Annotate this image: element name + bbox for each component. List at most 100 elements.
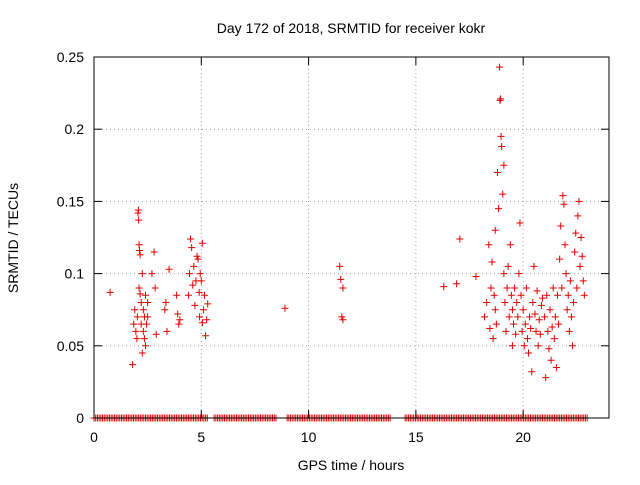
data-point [184,291,192,299]
data-point [576,262,584,270]
y-axis-label: SRMTID / TECUs [5,183,21,293]
data-point [190,262,198,270]
data-point [162,298,170,306]
data-point [502,327,510,335]
data-point [135,284,143,292]
data-point [144,313,152,321]
data-point [161,306,169,314]
y-tick-label: 0 [76,410,84,426]
data-point [515,270,523,278]
data-point [534,342,542,350]
data-point [173,291,181,299]
data-point [507,291,515,299]
data-point [144,298,152,306]
data-point [567,313,575,321]
data-point [130,320,138,328]
data-points [90,63,591,422]
data-point [530,262,538,270]
data-point [197,277,205,285]
data-point [496,63,504,71]
data-point [520,342,528,350]
data-point [136,251,144,259]
data-point [483,298,491,306]
data-point [521,320,529,328]
data-point [516,219,524,227]
data-point [577,234,585,241]
x-tick-label: 5 [197,429,205,445]
data-point [529,298,537,306]
data-point [129,361,137,369]
data-point [489,335,497,343]
data-point [528,368,536,376]
data-point [566,277,574,285]
data-point [189,281,197,289]
data-point [486,324,494,332]
data-point [194,255,202,263]
data-point [497,95,505,103]
data-point [440,283,448,291]
plot-frame [93,56,610,419]
data-point [498,143,506,151]
data-point [196,313,204,321]
data-point [514,313,522,321]
data-point [533,287,541,295]
data-point [510,320,518,328]
data-point [555,320,563,328]
data-point [536,330,544,338]
data-point [550,335,558,343]
data-point [142,291,149,299]
data-point [195,288,203,296]
data-point [163,327,171,335]
x-tick-label: 20 [515,429,531,445]
data-point [500,161,508,169]
data-point [508,306,516,314]
data-point [511,284,519,292]
data-point [134,206,142,214]
data-point [549,284,557,292]
data-point [176,316,184,324]
data-point [525,349,533,357]
data-point [535,316,543,324]
data-point [537,301,545,309]
data-point [492,320,500,328]
data-point [140,335,148,343]
data-point [523,335,531,343]
data-point [554,291,561,299]
data-point [106,288,114,296]
data-point [532,327,540,335]
data-point [544,327,552,335]
data-point [336,262,344,270]
data-point [281,304,289,312]
data-point [453,280,461,288]
data-point [494,205,502,213]
data-point [561,241,569,249]
data-point [150,248,158,256]
data-point [551,313,559,321]
data-point [187,235,195,243]
chart-title: Day 172 of 2018, SRMTID for receiver kok… [217,20,486,36]
data-point [481,313,489,321]
data-point [490,291,498,299]
data-point [526,313,534,321]
data-point [198,319,206,327]
y-tick-label: 0.05 [57,338,84,354]
data-point [565,327,573,335]
data-point [578,252,586,260]
data-point [143,320,151,328]
data-point [522,284,530,292]
x-tick-label: 0 [90,429,98,445]
data-point [152,330,160,338]
data-point [569,342,577,350]
data-point [542,374,550,382]
data-point [503,284,511,292]
y-tick-label: 0.15 [57,193,84,209]
data-point [138,270,146,278]
data-point [198,239,206,247]
data-point [508,342,516,350]
data-point [571,248,579,256]
data-point [560,200,568,208]
data-point [201,291,209,299]
data-point [580,291,588,299]
data-point [485,241,493,249]
